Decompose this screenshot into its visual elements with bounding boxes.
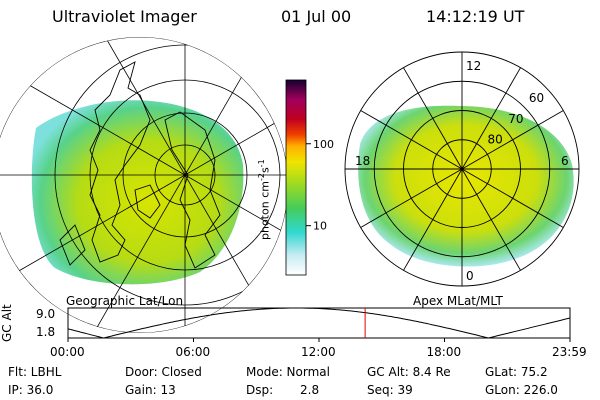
altitude-plot bbox=[67, 307, 571, 342]
colorbar: 100 10 bbox=[285, 79, 334, 276]
auroral-emission bbox=[31, 100, 244, 285]
seq-label: Seq: 39 bbox=[367, 383, 413, 397]
colorbar-tick-label: 100 bbox=[313, 138, 334, 151]
mlat-mlt-grid bbox=[344, 51, 580, 287]
mode-label: Mode: Normal bbox=[246, 365, 330, 379]
ip-label: IP: 36.0 bbox=[8, 383, 54, 397]
date-label: 01 Jul 00 bbox=[281, 7, 352, 26]
gain-label: Gain: 13 bbox=[125, 383, 176, 397]
mlt-label: 0 bbox=[466, 269, 474, 283]
mlt-label: 18 bbox=[355, 154, 370, 168]
altitude-curve bbox=[67, 307, 571, 339]
mlat-label: 70 bbox=[508, 112, 523, 126]
geographic-caption: Geographic Lat/Lon bbox=[66, 294, 184, 308]
mlat-label: 80 bbox=[488, 132, 503, 146]
altitude-xtick: 18:00 bbox=[426, 345, 462, 359]
dsp-value: 2.8 bbox=[300, 383, 320, 397]
time-label: 14:12:19 UT bbox=[426, 7, 525, 26]
altitude-xtick: 00:00 bbox=[50, 345, 85, 359]
colorbar-unit: photon cm-2s-1 bbox=[257, 159, 272, 240]
door-label: Door: Closed bbox=[125, 365, 202, 379]
altitude-ytick: 1.8 bbox=[36, 325, 56, 339]
apex-caption: Apex MLat/MLT bbox=[413, 294, 503, 308]
altitude-xtick: 23:59 bbox=[552, 345, 587, 359]
altitude-xtick: 06:00 bbox=[175, 345, 211, 359]
geographic-image bbox=[0, 37, 288, 333]
flt-label: Flt: LBHL bbox=[8, 365, 62, 379]
altitude-xtick: 12:00 bbox=[301, 345, 336, 359]
coastlines bbox=[59, 61, 221, 269]
colorbar-tick-label: 10 bbox=[313, 220, 327, 233]
glon-label: GLon: 226.0 bbox=[485, 383, 558, 397]
mlat-label: 60 bbox=[529, 91, 544, 105]
altitude-ytick: 9.0 bbox=[36, 307, 56, 321]
colorbar-gradient bbox=[285, 79, 307, 276]
mlt-label: 12 bbox=[466, 59, 481, 73]
polar-auroral-emission bbox=[358, 105, 574, 267]
altitude-frame bbox=[67, 307, 571, 339]
app-title: Ultraviolet Imager bbox=[52, 7, 197, 26]
gcalt-label: GC Alt: 8.4 Re bbox=[367, 365, 451, 379]
dsp-label: Dsp: bbox=[246, 383, 274, 397]
latlon-grid bbox=[0, 37, 288, 333]
glat-label: GLat: 75.2 bbox=[485, 365, 548, 379]
mlt-label: 6 bbox=[561, 154, 569, 168]
